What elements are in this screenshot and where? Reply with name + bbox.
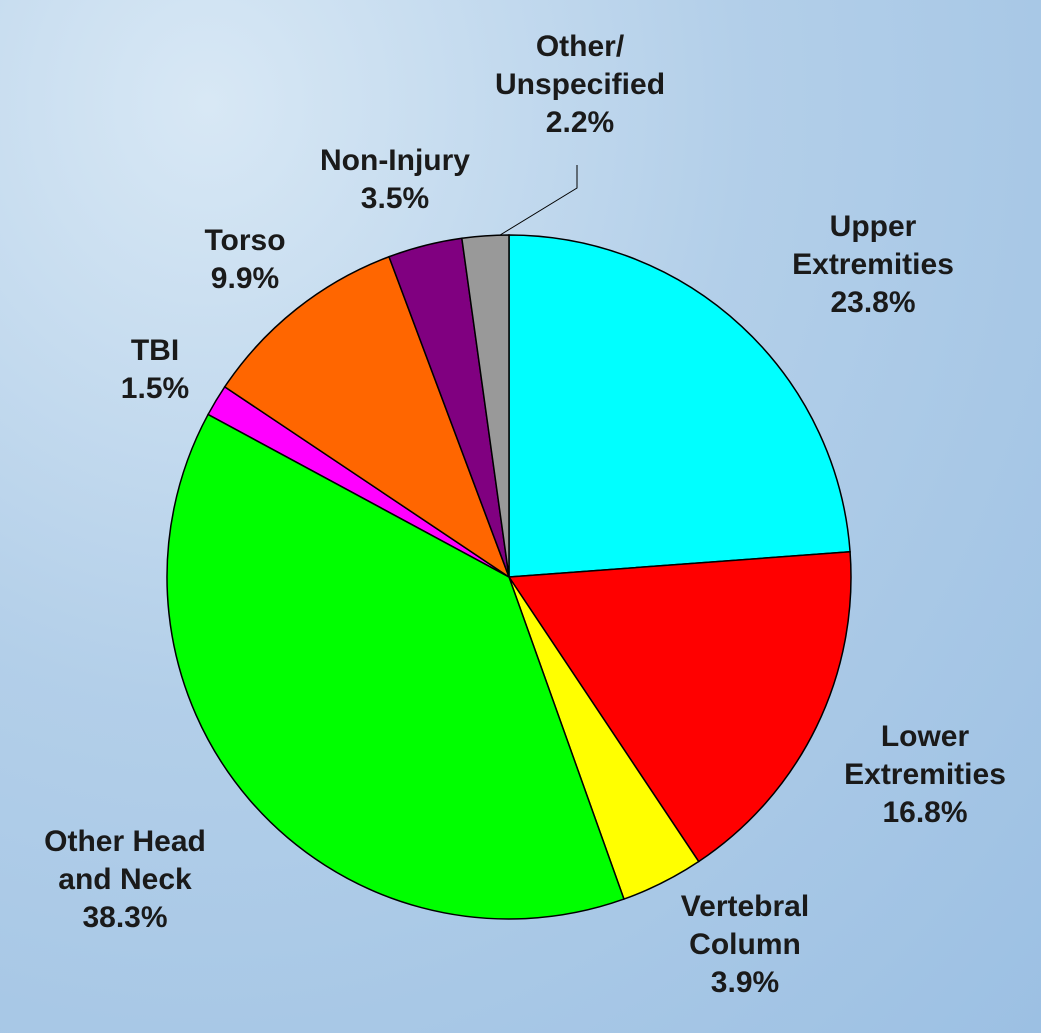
slice-label: Other/ Unspecified 2.2% <box>495 28 665 142</box>
pie-slice <box>223 255 511 579</box>
category-label: Vertebral Column <box>680 890 810 961</box>
value-label: 9.9% <box>210 262 280 295</box>
value-label: 1.5% <box>120 372 190 405</box>
category-label: Other Head and Neck <box>44 825 206 896</box>
leader-line <box>491 165 578 241</box>
pie-slice <box>507 550 852 863</box>
slice-label: Other Head and Neck 38.3% <box>44 823 206 937</box>
value-label: 3.5% <box>360 182 430 215</box>
value-label: 3.9% <box>710 966 780 999</box>
slice-label: TBI 1.5% <box>121 332 189 408</box>
category-label: Lower Extremities <box>844 720 1006 791</box>
value-label: 23.8% <box>830 286 916 319</box>
category-label: TBI <box>130 334 180 367</box>
category-label: Upper Extremities <box>792 210 954 281</box>
category-label: Non-Injury <box>320 144 470 177</box>
slice-label: Lower Extremities 16.8% <box>844 718 1006 832</box>
pie-slice <box>166 413 625 920</box>
category-label: Torso <box>204 224 286 257</box>
pie-slice <box>460 234 510 578</box>
value-label: 16.8% <box>882 796 968 829</box>
slice-label: Upper Extremities 23.8% <box>792 208 954 322</box>
value-label: 2.2% <box>545 106 615 139</box>
pie-slice <box>508 234 851 578</box>
slice-label: Torso 9.9% <box>204 222 285 298</box>
slice-label: Vertebral Column 3.9% <box>681 888 809 1002</box>
category-label: Other/ Unspecified <box>494 30 666 101</box>
value-label: 38.3% <box>82 901 168 934</box>
slice-label: Non-Injury 3.5% <box>320 142 470 218</box>
